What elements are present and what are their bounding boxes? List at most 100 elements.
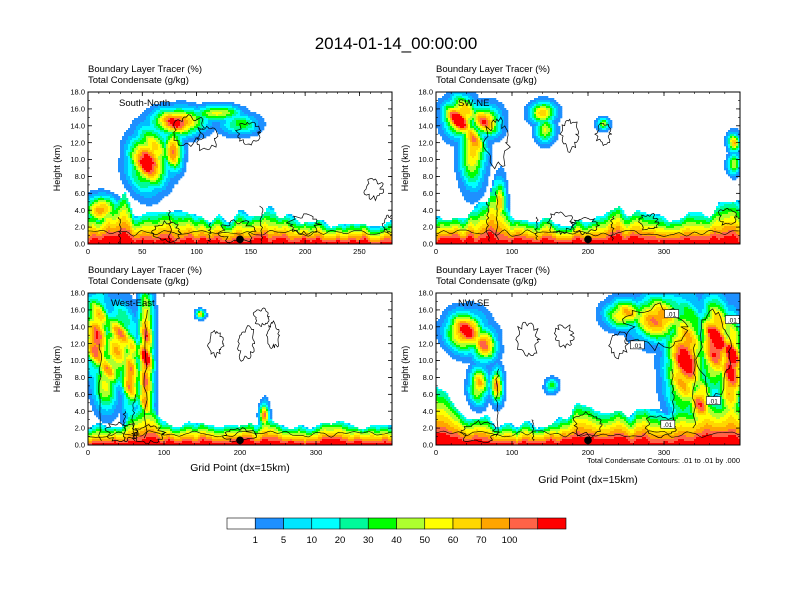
- heatmap-cell: [132, 216, 135, 219]
- heatmap-cell: [260, 224, 263, 227]
- heatmap-cell: [148, 234, 151, 237]
- heatmap-cell: [174, 150, 177, 153]
- heatmap-cell: [244, 216, 247, 219]
- heatmap-cell: [130, 166, 133, 169]
- heatmap-cell: [168, 118, 171, 121]
- heatmap-cell: [296, 236, 299, 239]
- heatmap-cell: [162, 132, 165, 135]
- heatmap-cell: [160, 154, 163, 157]
- heatmap-cell: [186, 102, 189, 105]
- heatmap-cell: [186, 216, 189, 219]
- heatmap-cell: [126, 234, 129, 237]
- heatmap-cell: [390, 236, 392, 239]
- heatmap-cell: [196, 128, 199, 131]
- heatmap-cell: [136, 166, 139, 169]
- heatmap-cell: [120, 236, 123, 239]
- heatmap-cell: [182, 216, 185, 219]
- heatmap-cell: [148, 138, 151, 141]
- heatmap-cell: [188, 222, 191, 225]
- heatmap-cell: [282, 220, 285, 223]
- heatmap-cell: [164, 150, 167, 153]
- heatmap-cell: [222, 106, 225, 109]
- heatmap-cell: [132, 172, 135, 175]
- heatmap-cell: [362, 226, 365, 229]
- heatmap-cell: [356, 232, 359, 235]
- heatmap-cell: [132, 150, 135, 153]
- heatmap-cell: [212, 116, 215, 119]
- heatmap-cell: [314, 238, 317, 241]
- heatmap-cell: [260, 128, 263, 131]
- heatmap-cell: [226, 240, 229, 243]
- heatmap-cell: [104, 226, 107, 229]
- heatmap-cell: [194, 222, 197, 225]
- heatmap-cell: [258, 222, 261, 225]
- heatmap-cell: [158, 242, 161, 244]
- heatmap-cell: [252, 122, 255, 125]
- heatmap-cell: [256, 134, 259, 137]
- heatmap-cell: [148, 146, 151, 149]
- heatmap-cell: [182, 242, 185, 244]
- heatmap-cell: [192, 108, 195, 111]
- heatmap-cell: [268, 220, 271, 223]
- heatmap-cell: [120, 170, 123, 173]
- heatmap-cell: [244, 226, 247, 229]
- heatmap-cell: [450, 102, 453, 105]
- heatmap-cell: [100, 228, 103, 231]
- heatmap-cell: [218, 214, 221, 217]
- heatmap-cell: [448, 222, 451, 225]
- heatmap-cell: [154, 170, 157, 173]
- heatmap-cell: [160, 174, 163, 177]
- heatmap-cell: [364, 224, 367, 227]
- heatmap-cell: [324, 224, 327, 227]
- heatmap-cell: [186, 108, 189, 111]
- heatmap-cell: [184, 136, 187, 139]
- heatmap-cell: [454, 158, 457, 161]
- heatmap-cell: [282, 234, 285, 237]
- heatmap-cell: [124, 172, 127, 175]
- heatmap-cell: [172, 182, 175, 185]
- heatmap-cell: [320, 236, 323, 239]
- heatmap-cell: [278, 218, 281, 221]
- heatmap-cell: [122, 180, 125, 183]
- heatmap-cell: [250, 224, 253, 227]
- heatmap-cell: [456, 96, 459, 99]
- heatmap-cell: [210, 240, 213, 243]
- heatmap-cell: [162, 160, 165, 163]
- heatmap-cell: [202, 116, 205, 119]
- heatmap-cell: [122, 202, 125, 205]
- heatmap-cell: [154, 140, 157, 143]
- heatmap-cell: [444, 140, 447, 143]
- heatmap-cell: [122, 222, 125, 225]
- heatmap-cell: [150, 168, 153, 171]
- heatmap-cell: [458, 102, 461, 105]
- heatmap-cell: [306, 242, 309, 244]
- heatmap-cell: [350, 230, 353, 233]
- heatmap-cell: [230, 116, 233, 119]
- heatmap-cell: [438, 104, 441, 107]
- heatmap-cell: [246, 130, 249, 133]
- heatmap-cell: [234, 110, 237, 113]
- heatmap-cell: [224, 104, 227, 107]
- heatmap-cell: [438, 102, 441, 105]
- heatmap-cell: [444, 102, 447, 105]
- heatmap-cell: [106, 238, 109, 241]
- heatmap-cell: [270, 228, 273, 231]
- heatmap-cell: [202, 132, 205, 135]
- heatmap-cell: [166, 134, 169, 137]
- heatmap-cell: [214, 126, 217, 129]
- heatmap-cell: [278, 242, 281, 244]
- heatmap-cell: [242, 128, 245, 131]
- heatmap-cell: [150, 200, 153, 203]
- heatmap-cell: [460, 174, 463, 177]
- heatmap-cell: [124, 198, 127, 201]
- heatmap-cell: [172, 138, 175, 141]
- heatmap-cell: [172, 230, 175, 233]
- heatmap-cell: [104, 212, 107, 215]
- heatmap-cell: [238, 130, 241, 133]
- heatmap-cell: [168, 164, 171, 167]
- heatmap-cell: [194, 132, 197, 135]
- heatmap-cell: [174, 118, 177, 121]
- heatmap-cell: [160, 212, 163, 215]
- heatmap-cell: [100, 200, 103, 203]
- heatmap-cell: [180, 222, 183, 225]
